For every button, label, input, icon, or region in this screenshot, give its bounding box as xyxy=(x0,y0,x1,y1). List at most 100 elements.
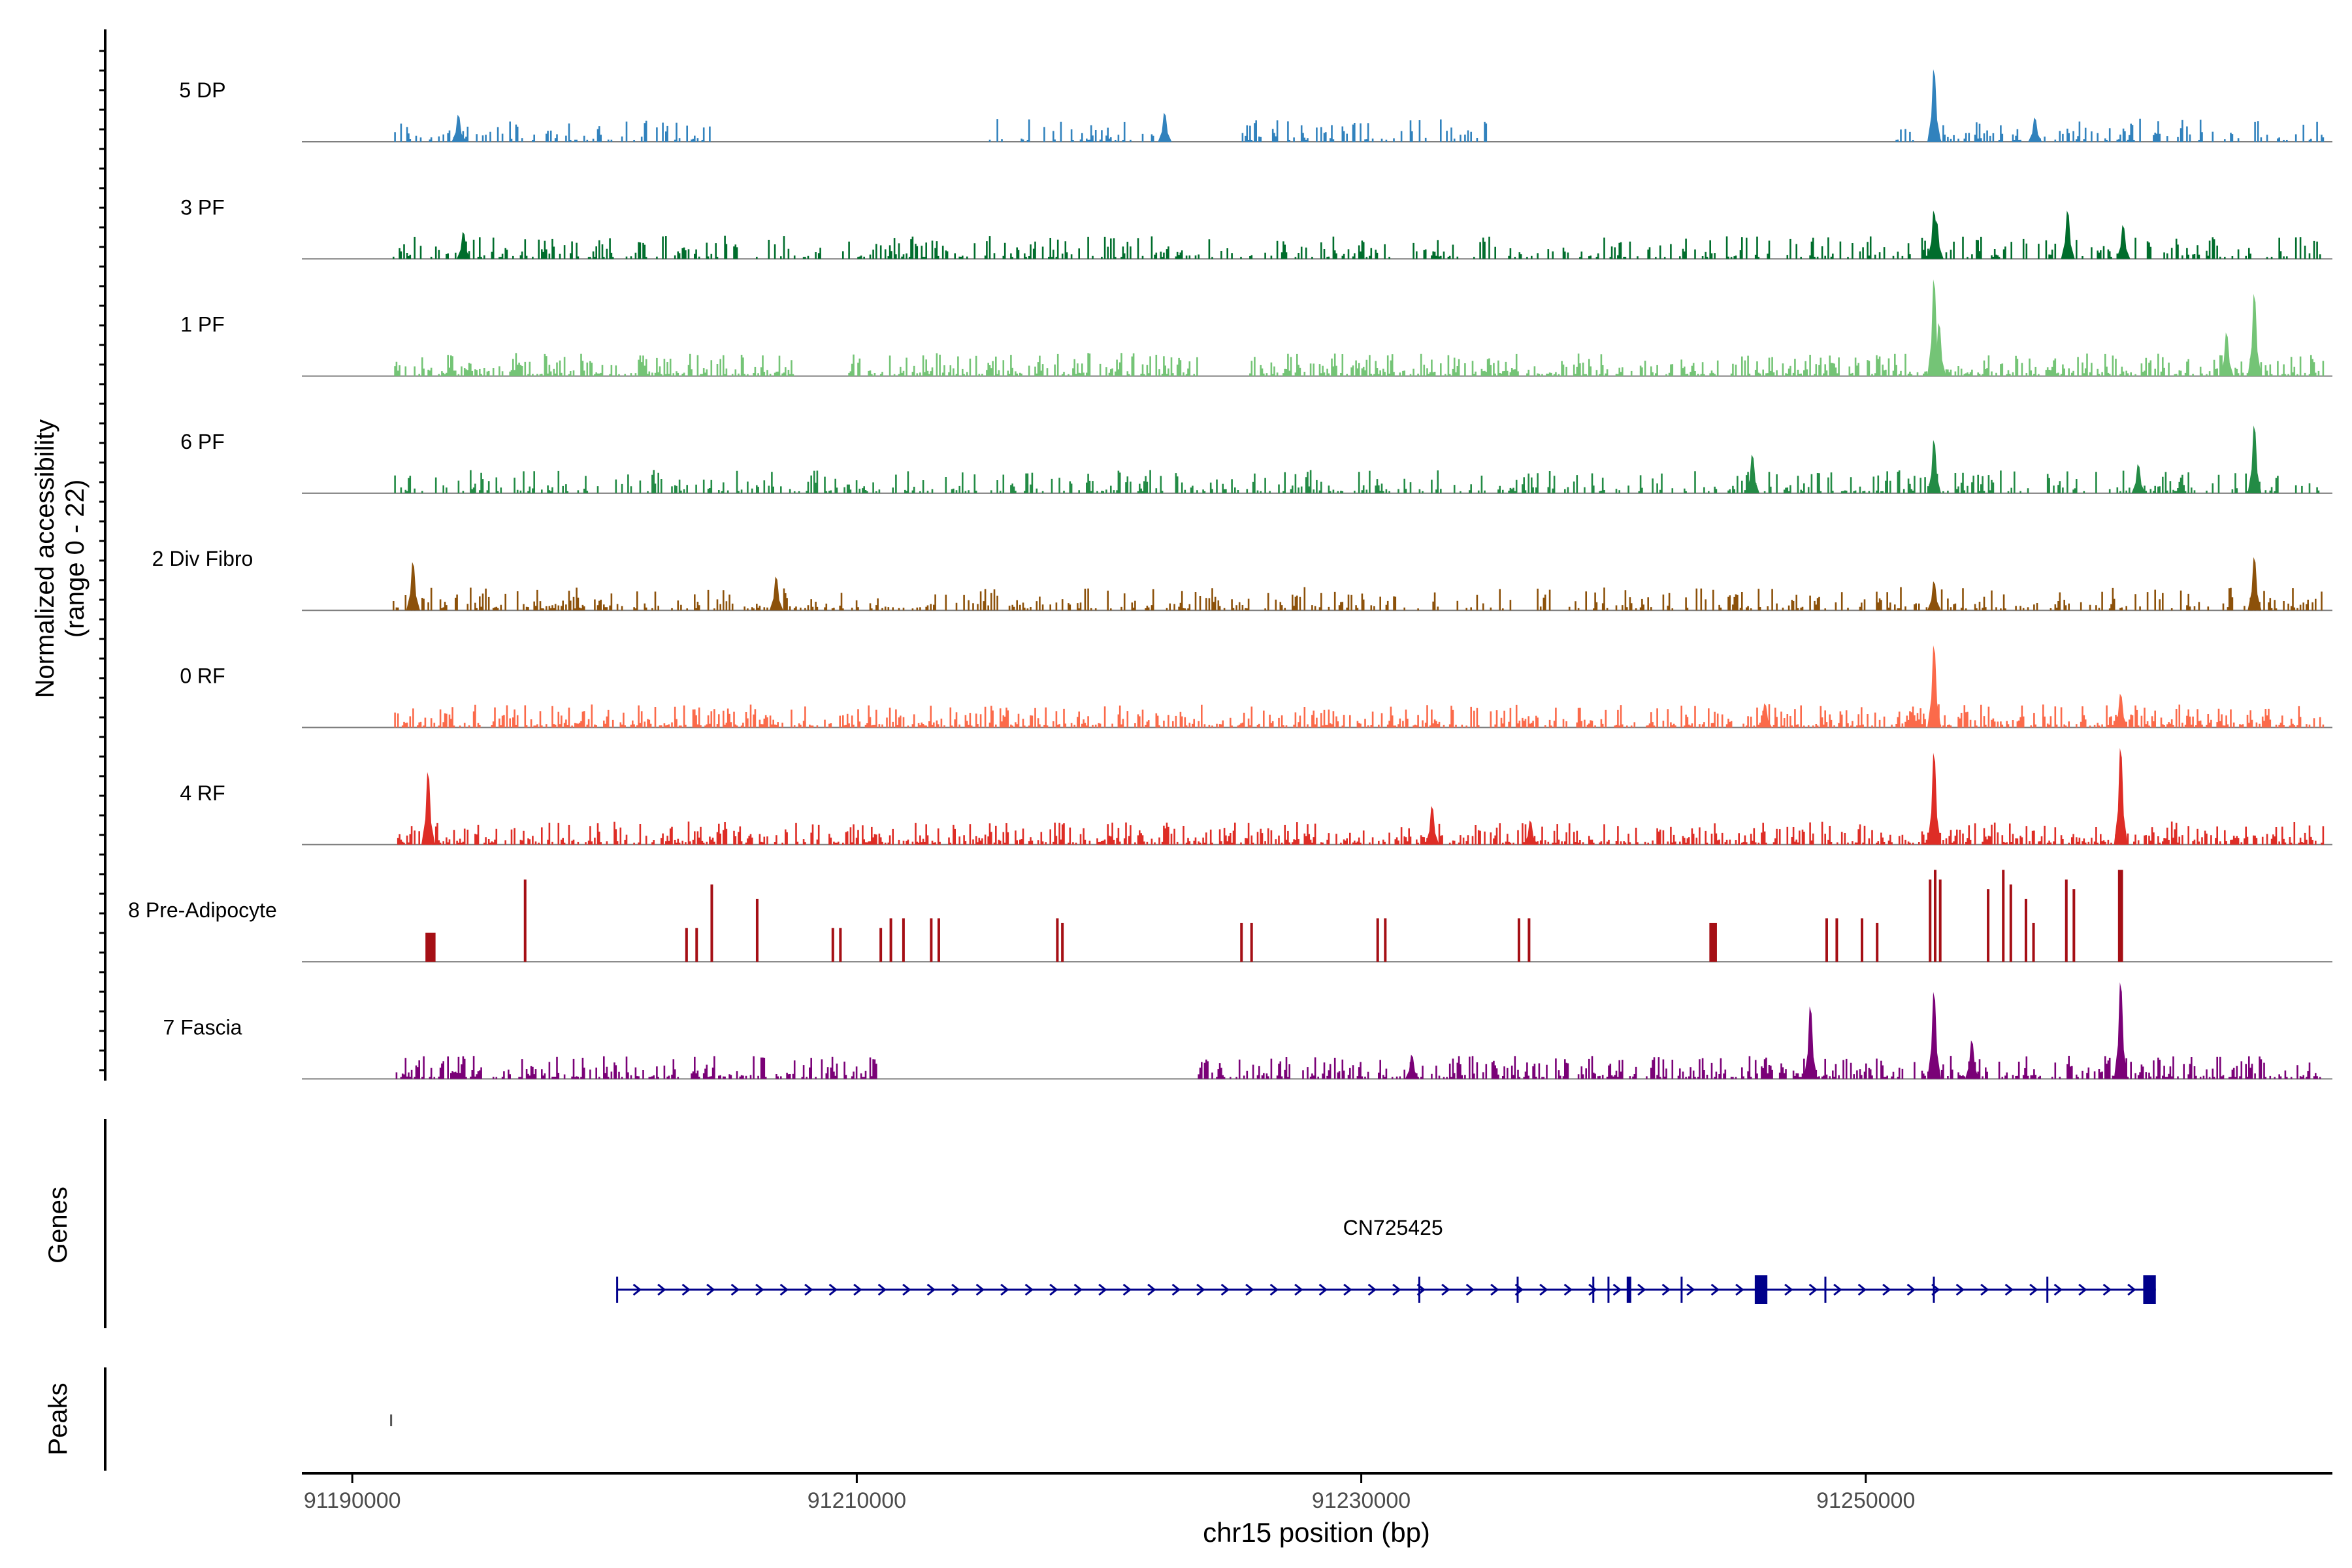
strand-arrow xyxy=(975,1283,985,1296)
x-tick-label: 91230000 xyxy=(1312,1488,1411,1513)
coverage-block xyxy=(2032,923,2035,962)
strand-arrow xyxy=(1612,1283,1622,1296)
track-label: 6 PF xyxy=(180,430,225,453)
coverage-peak xyxy=(1927,69,1941,142)
track-1-pf: 1 PF xyxy=(180,279,2332,377)
coverage-block xyxy=(685,928,688,962)
strand-arrow xyxy=(1710,1283,1720,1296)
exon-block xyxy=(2143,1275,2156,1304)
track-7-fascia: 7 Fascia xyxy=(163,982,2332,1080)
strand-arrow xyxy=(1833,1283,1842,1296)
strand-arrow xyxy=(1000,1283,1009,1296)
coverage-peak xyxy=(1405,1054,1419,1079)
strand-arrow xyxy=(1637,1283,1646,1296)
x-axis: 91190000 91210000 91230000 91250000 chr15 p… xyxy=(302,1472,2332,1548)
coverage-block xyxy=(1987,889,1990,962)
gene-models: CN725425 xyxy=(616,1216,2156,1304)
x-axis-title: chr15 position (bp) xyxy=(1203,1517,1430,1548)
track-label: 4 RF xyxy=(180,781,225,805)
coverage-block xyxy=(1929,879,1932,962)
coverage-block xyxy=(2009,884,2012,962)
strand-arrow xyxy=(926,1283,936,1296)
coverage-signal xyxy=(397,821,2325,845)
coverage-peak xyxy=(1746,454,1759,493)
peaks-panel: Peaks xyxy=(44,1367,393,1471)
exon-mark xyxy=(1626,1277,1631,1303)
strand-arrow xyxy=(1269,1283,1279,1296)
strand-arrow xyxy=(1392,1283,1401,1296)
coverage-block xyxy=(1376,918,1379,962)
coverage-block xyxy=(879,928,883,962)
strand-arrow xyxy=(755,1283,764,1296)
coverage-peak xyxy=(2061,210,2075,259)
strand-arrow xyxy=(1220,1283,1230,1296)
strand-arrow xyxy=(681,1283,691,1296)
coverage-signal xyxy=(395,1056,2321,1079)
strand-arrow xyxy=(1661,1283,1671,1296)
track-2-div-fibro: 2 Div Fibro xyxy=(152,547,2332,612)
track-label: 8 Pre-Adipocyte xyxy=(128,898,277,922)
strand-arrow xyxy=(1343,1283,1352,1296)
strand-arrow xyxy=(1784,1283,1793,1296)
strand-arrow xyxy=(1318,1283,1328,1296)
strand-arrow xyxy=(951,1283,960,1296)
x-tick-label: 91210000 xyxy=(808,1488,906,1513)
coverage-block xyxy=(2024,898,2027,962)
strand-arrow xyxy=(1735,1283,1744,1296)
strand-arrow xyxy=(2029,1283,2038,1296)
coverage-peak xyxy=(1927,440,1941,493)
strand-arrow xyxy=(1955,1283,1965,1296)
coverage-block xyxy=(695,928,698,962)
coverage-peak xyxy=(1803,1006,1818,1079)
strand-arrow xyxy=(1882,1283,1891,1296)
track-label: 1 PF xyxy=(180,313,225,336)
coverage-block xyxy=(1709,923,1717,962)
coverage-signal xyxy=(394,353,2325,376)
strand-arrow xyxy=(1367,1283,1377,1296)
coverage-block xyxy=(425,932,436,962)
coverage-block xyxy=(902,918,905,962)
gene-cn725425: CN725425 xyxy=(616,1216,2156,1304)
coverage-peak xyxy=(1927,581,1941,611)
peak-region xyxy=(390,1414,393,1426)
strand-arrow xyxy=(1049,1283,1058,1296)
strand-arrow xyxy=(2127,1283,2136,1296)
strand-arrow xyxy=(730,1283,740,1296)
coverage-block xyxy=(1527,918,1531,962)
coverage-block xyxy=(2072,889,2076,962)
coverage-peak xyxy=(1929,220,1944,259)
coverage-block xyxy=(1938,879,1942,962)
coverage-peak xyxy=(1524,820,1538,845)
peak-marks xyxy=(390,1414,393,1426)
strand-arrow xyxy=(1539,1283,1548,1296)
strand-arrow xyxy=(828,1283,838,1296)
strand-arrow xyxy=(853,1283,862,1296)
strand-arrow xyxy=(1808,1283,1818,1296)
track-3-pf: 3 PF xyxy=(180,195,2332,260)
coverage-block xyxy=(710,884,713,962)
coverage-block xyxy=(930,918,933,962)
strand-arrow xyxy=(1245,1283,1254,1296)
y-axis-label-line2: (range 0 - 22) xyxy=(61,480,90,638)
strand-arrow xyxy=(1196,1283,1205,1296)
coverage-signal xyxy=(394,470,2320,493)
strand-arrow xyxy=(1563,1283,1573,1296)
coverage-block xyxy=(839,928,842,962)
coverage-peak xyxy=(2114,982,2128,1079)
coverage-peak xyxy=(1425,806,1439,845)
strand-arrow xyxy=(804,1283,813,1296)
strand-arrow xyxy=(1073,1283,1083,1296)
coverage-block xyxy=(889,918,892,962)
peaks-panel-label: Peaks xyxy=(44,1382,73,1455)
coverage-signal xyxy=(394,118,2325,142)
track-label: 3 PF xyxy=(180,195,225,219)
coverage-block xyxy=(2117,870,2123,962)
coverage-peak xyxy=(2028,118,2042,142)
strand-arrow xyxy=(2004,1283,2014,1296)
strand-arrow xyxy=(2102,1283,2112,1296)
coverage-peak xyxy=(421,772,435,845)
coverage-block xyxy=(523,879,527,962)
coverage-block xyxy=(1835,918,1838,962)
coverage-peak xyxy=(1927,992,1941,1079)
